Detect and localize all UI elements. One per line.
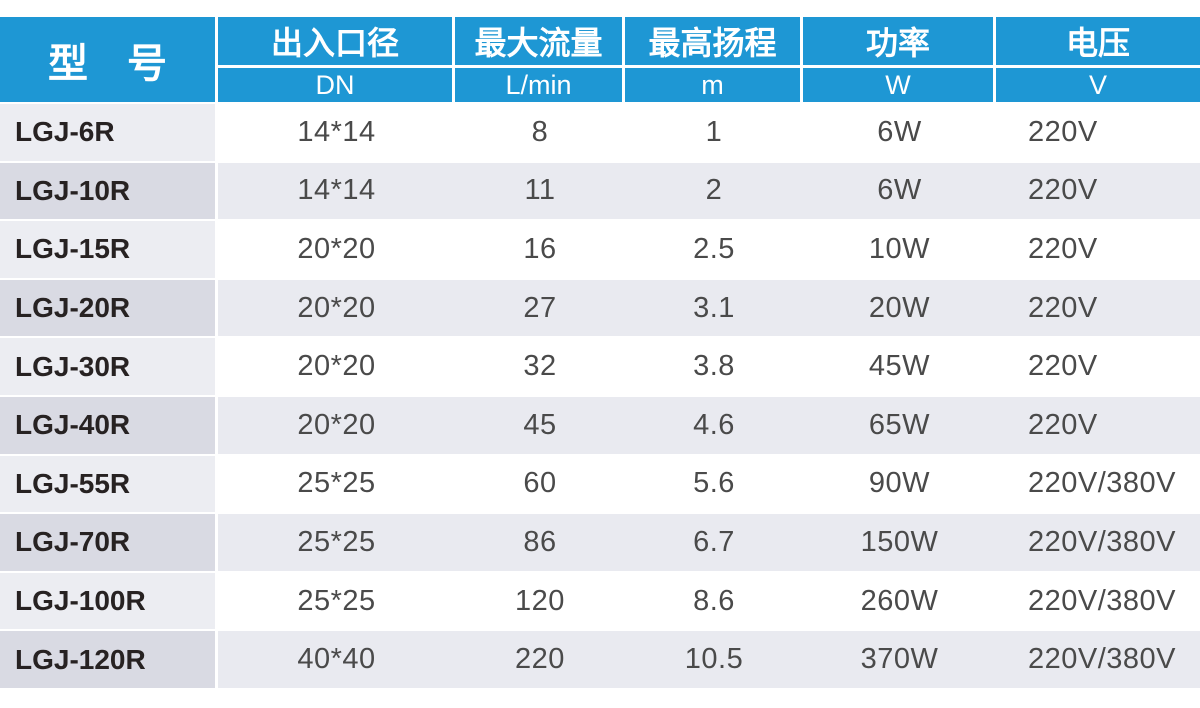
column-unit: L/min xyxy=(455,68,622,102)
row-values: 20*20 27 3.1 20W 220V xyxy=(218,279,1200,337)
table-header: 型 号 出入口径 DN 最大流量 L/min 最高扬程 m 功率 W 电压 V xyxy=(0,17,1200,102)
column-label: 功率 xyxy=(803,17,993,65)
value-cell-power: 10W xyxy=(868,232,931,265)
table-row: LGJ-10R 14*14 11 2 6W 220V xyxy=(0,162,1200,220)
model-cell: LGJ-6R xyxy=(0,104,215,161)
value-cell-power: 370W xyxy=(860,643,939,676)
value-cell-voltage: 220V xyxy=(1028,350,1098,383)
value-cell-power: 45W xyxy=(868,350,931,383)
row-values: 25*25 86 6.7 150W 220V/380V xyxy=(218,514,1200,571)
value-cell-head: 3.8 xyxy=(693,350,735,383)
value-cell-flow: 60 xyxy=(523,467,557,500)
model-cell: LGJ-30R xyxy=(0,338,215,395)
value-cell-voltage: 220V xyxy=(1028,408,1098,441)
value-cell-dn: 20*20 xyxy=(297,350,376,383)
value-cell-head: 10.5 xyxy=(684,643,744,676)
value-cell-flow: 16 xyxy=(523,232,557,265)
row-values: 20*20 45 4.6 65W 220V xyxy=(218,396,1200,454)
table-row: LGJ-100R 25*25 120 8.6 260W 220V/380V xyxy=(0,572,1200,630)
model-cell: LGJ-120R xyxy=(0,631,215,688)
value-cell-head: 8.6 xyxy=(693,584,735,617)
model-cell: LGJ-10R xyxy=(0,162,215,220)
value-cell-head: 1 xyxy=(705,115,723,148)
value-cell-dn: 25*25 xyxy=(297,584,376,617)
value-cell-dn: 25*25 xyxy=(297,525,376,558)
column-header-voltage: 电压 V xyxy=(996,17,1200,102)
column-label: 出入口径 xyxy=(218,17,452,65)
table-row: LGJ-30R 20*20 32 3.8 45W 220V xyxy=(0,338,1200,395)
value-cell-flow: 45 xyxy=(523,408,557,441)
value-cell-power: 6W xyxy=(877,174,922,207)
value-cell-flow: 8 xyxy=(531,115,549,148)
value-cell-voltage: 220V/380V xyxy=(1028,643,1177,676)
row-values: 40*40 220 10.5 370W 220V/380V xyxy=(218,631,1200,688)
column-header-max-flow: 最大流量 L/min xyxy=(455,17,622,102)
value-cell-voltage: 220V/380V xyxy=(1028,525,1177,558)
value-cell-flow: 120 xyxy=(515,584,565,617)
value-cell-dn: 14*14 xyxy=(297,115,376,148)
value-cell-voltage: 220V/380V xyxy=(1028,467,1177,500)
value-cell-dn: 25*25 xyxy=(297,467,376,500)
value-cell-voltage: 220V xyxy=(1028,232,1098,265)
column-label: 最大流量 xyxy=(455,17,622,65)
value-cell-flow: 27 xyxy=(523,291,557,324)
model-cell: LGJ-20R xyxy=(0,279,215,337)
column-header-inlet-outlet: 出入口径 DN xyxy=(218,17,452,102)
column-label: 最高扬程 xyxy=(625,17,800,65)
value-cell-dn: 20*20 xyxy=(297,232,376,265)
value-cell-head: 2.5 xyxy=(693,232,735,265)
value-cell-voltage: 220V/380V xyxy=(1028,584,1177,617)
pump-spec-table: 型 号 出入口径 DN 最大流量 L/min 最高扬程 m 功率 W 电压 V … xyxy=(0,17,1200,688)
column-unit: DN xyxy=(218,68,452,102)
value-cell-power: 150W xyxy=(860,525,939,558)
value-cell-power: 65W xyxy=(868,408,931,441)
table-row: LGJ-15R 20*20 16 2.5 10W 220V xyxy=(0,221,1200,278)
row-values: 14*14 11 2 6W 220V xyxy=(218,162,1200,220)
value-cell-dn: 20*20 xyxy=(297,291,376,324)
value-cell-power: 90W xyxy=(868,467,931,500)
value-cell-flow: 86 xyxy=(523,525,557,558)
value-cell-head: 2 xyxy=(705,174,723,207)
column-header-max-head: 最高扬程 m xyxy=(625,17,800,102)
value-cell-dn: 40*40 xyxy=(297,643,376,676)
value-cell-voltage: 220V xyxy=(1028,115,1098,148)
column-label: 电压 xyxy=(996,17,1200,65)
value-cell-head: 5.6 xyxy=(693,467,735,500)
column-unit: W xyxy=(803,68,993,102)
value-cell-flow: 11 xyxy=(524,174,556,207)
model-cell: LGJ-55R xyxy=(0,455,215,513)
value-cell-power: 260W xyxy=(860,584,939,617)
value-cell-voltage: 220V xyxy=(1028,291,1098,324)
row-values: 14*14 8 1 6W 220V xyxy=(218,104,1200,161)
table-row: LGJ-55R 25*25 60 5.6 90W 220V/380V xyxy=(0,455,1200,513)
table-row: LGJ-40R 20*20 45 4.6 65W 220V xyxy=(0,396,1200,454)
value-cell-power: 6W xyxy=(877,115,922,148)
model-cell: LGJ-40R xyxy=(0,396,215,454)
value-cell-dn: 20*20 xyxy=(297,408,376,441)
value-cell-head: 6.7 xyxy=(693,525,735,558)
value-cell-head: 3.1 xyxy=(693,291,735,324)
model-cell: LGJ-70R xyxy=(0,514,215,571)
value-cell-flow: 32 xyxy=(523,350,557,383)
column-unit: V xyxy=(996,68,1200,102)
value-cell-voltage: 220V xyxy=(1028,174,1098,207)
row-values: 25*25 120 8.6 260W 220V/380V xyxy=(218,572,1200,630)
model-column-header: 型 号 xyxy=(0,17,215,102)
column-header-power: 功率 W xyxy=(803,17,993,102)
value-cell-dn: 14*14 xyxy=(297,174,376,207)
row-values: 20*20 32 3.8 45W 220V xyxy=(218,338,1200,395)
table-row: LGJ-120R 40*40 220 10.5 370W 220V/380V xyxy=(0,631,1200,688)
table-row: LGJ-70R 25*25 86 6.7 150W 220V/380V xyxy=(0,514,1200,571)
value-cell-power: 20W xyxy=(868,291,931,324)
value-cell-flow: 220 xyxy=(515,643,565,676)
table-row: LGJ-6R 14*14 8 1 6W 220V xyxy=(0,104,1200,161)
row-values: 20*20 16 2.5 10W 220V xyxy=(218,221,1200,278)
value-cell-head: 4.6 xyxy=(693,408,735,441)
row-values: 25*25 60 5.6 90W 220V/380V xyxy=(218,455,1200,513)
column-unit: m xyxy=(625,68,800,102)
model-cell: LGJ-100R xyxy=(0,572,215,630)
table-row: LGJ-20R 20*20 27 3.1 20W 220V xyxy=(0,279,1200,337)
model-cell: LGJ-15R xyxy=(0,221,215,278)
